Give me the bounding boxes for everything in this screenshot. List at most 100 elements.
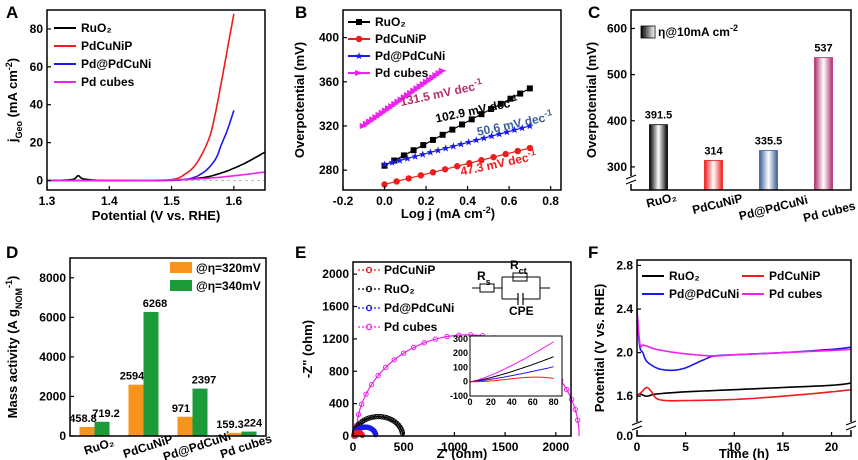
panel-d-ytick-label: 2000 bbox=[39, 389, 66, 403]
panel-b-point bbox=[405, 175, 412, 182]
panel-b-ytick-label: 360 bbox=[319, 75, 339, 89]
panel-a-legend-1-label: PdCuNiP bbox=[81, 39, 132, 53]
panel-e-arc-0 bbox=[355, 334, 580, 437]
panel-e-inset-ytick: 0 bbox=[463, 377, 468, 387]
panel-b-slope-label: 47.3 mV dec-1 bbox=[459, 147, 538, 179]
panel-b-point bbox=[410, 147, 417, 154]
panel-a-ytick-label: 40 bbox=[30, 98, 44, 112]
panel-c-category: Pd cubes bbox=[802, 198, 857, 225]
panel-b-ytick-label: 320 bbox=[319, 119, 339, 133]
panel-b-xtick-label: 0.2 bbox=[418, 194, 435, 208]
panel-e-legend-marker-2 bbox=[365, 304, 373, 312]
panel-f-axis-break-right-slash bbox=[845, 425, 857, 431]
panel-b-point bbox=[480, 134, 488, 142]
panel-b-point bbox=[449, 142, 458, 150]
panel-b-point bbox=[526, 122, 534, 130]
panel-b-point bbox=[503, 128, 511, 136]
panel-b-point bbox=[417, 172, 425, 179]
panel-a-series-3 bbox=[47, 171, 266, 182]
panel-f-axis-break-left-slash bbox=[631, 420, 643, 426]
panel-a-xlabel: Potential (V vs. RHE) bbox=[92, 208, 221, 223]
panel-e-circuit-rct bbox=[512, 272, 528, 282]
panel-e-point bbox=[575, 417, 581, 423]
panel-c-category: RuO₂ bbox=[645, 190, 678, 211]
panel-d-ytick-label: 4000 bbox=[39, 350, 66, 364]
panel-b-xlabel: Log j (mA cm-2) bbox=[401, 205, 495, 221]
panel-f-legend-3-label: Pd cubes bbox=[769, 287, 823, 301]
panel-b-frame bbox=[342, 9, 562, 191]
panel-f-legend-1-label: PdCuNiP bbox=[769, 269, 820, 283]
panel-b-point bbox=[478, 111, 485, 118]
panel-f-ytick-label: 1.6 bbox=[616, 389, 633, 403]
panel-b-point bbox=[380, 160, 389, 168]
panel-d-legend-label-1: @η=340mV bbox=[196, 279, 261, 293]
panel-f-ytick-label: 2.0 bbox=[616, 346, 633, 360]
panel-c-frame bbox=[630, 9, 852, 191]
panel-b-xtick-label: 0.4 bbox=[459, 194, 476, 208]
panel-d-ytick-label: 6000 bbox=[39, 310, 66, 324]
panel-e-inset-ytick: -100 bbox=[450, 391, 468, 401]
panel-b-point bbox=[449, 126, 456, 133]
panel-e-point bbox=[421, 340, 428, 346]
panel-e-label: E bbox=[295, 243, 306, 262]
panel-b-point bbox=[426, 148, 435, 156]
panel-c-ytick-label: 600 bbox=[607, 21, 627, 35]
panel-b-point bbox=[388, 158, 396, 166]
panel-e-legend-marker-1 bbox=[365, 285, 373, 293]
panel-b-point bbox=[510, 126, 519, 134]
panel-b-point bbox=[495, 130, 504, 138]
panel-f-label: F bbox=[588, 243, 598, 262]
panel-a-ytick-label: 60 bbox=[30, 60, 44, 74]
panel-b-xtick-label: 0.6 bbox=[501, 194, 518, 208]
panel-d-bar bbox=[177, 416, 193, 436]
panel-a-legend-3-label: Pd cubes bbox=[81, 75, 135, 89]
panel-b-point bbox=[400, 152, 407, 159]
panel-f-axis-break-left-slash bbox=[631, 425, 643, 431]
panel-b-point bbox=[526, 85, 533, 92]
panel-b-point bbox=[393, 178, 400, 185]
panel-b-legend-0-label: RuO₂ bbox=[375, 15, 406, 29]
panel-b-point bbox=[381, 181, 388, 188]
panel-b-point bbox=[518, 124, 526, 132]
panel-b-ytick-label: 400 bbox=[319, 31, 339, 45]
panel-e-point bbox=[432, 336, 439, 342]
panel-b-point bbox=[497, 100, 504, 107]
panel-e-ytick-label: 1600 bbox=[322, 300, 349, 314]
panel-c-axis-break-gap bbox=[626, 176, 636, 184]
panel-d-legend-swatch-0 bbox=[170, 262, 192, 273]
panel-e-ylabel: -Z" (ohm) bbox=[300, 320, 315, 378]
panel-f-ytick-label: 2.4 bbox=[616, 302, 633, 316]
panel-b-point bbox=[457, 140, 465, 148]
panel-b-point bbox=[391, 157, 398, 164]
panel-c-value-label: 537 bbox=[814, 43, 832, 55]
panel-c-legend-swatch bbox=[640, 25, 656, 39]
panel-f-ytick-label: 0.0 bbox=[616, 429, 633, 443]
panel-e-point bbox=[375, 372, 381, 379]
panel-b-point bbox=[429, 169, 437, 176]
panel-f-xtick-label: 10 bbox=[728, 440, 742, 454]
panel-e-inset-xtick: 20 bbox=[486, 397, 496, 407]
panel-c-value-label: 335.5 bbox=[755, 136, 783, 148]
panel-d-label: D bbox=[6, 243, 18, 262]
panel-c-bar-3 bbox=[814, 57, 833, 191]
panel-b-point bbox=[419, 150, 427, 158]
panel-e-point bbox=[444, 333, 450, 340]
panel-b-point bbox=[429, 136, 436, 143]
panel-b-xtick-label: 0.0 bbox=[376, 194, 393, 208]
panel-e-inset-series-2 bbox=[469, 366, 554, 383]
panel-e-xtick-label: 1000 bbox=[441, 440, 468, 454]
panel-c-category: Pd@PdCuNi bbox=[738, 193, 810, 224]
panel-e-inset-ytick: 200 bbox=[453, 348, 468, 358]
panel-b-legend-3-marker bbox=[355, 70, 363, 76]
panel-d-bar bbox=[128, 384, 144, 436]
panel-d-value-label: 224 bbox=[244, 418, 263, 430]
panel-d-bar bbox=[94, 421, 110, 436]
panel-d-bar bbox=[143, 312, 159, 436]
panel-e-inset-xtick: 40 bbox=[507, 397, 517, 407]
panel-b-point bbox=[488, 106, 495, 113]
panel-e-inset-ytick: 300 bbox=[453, 334, 468, 344]
panel-f-legend-2-label: Pd@PdCuNi bbox=[669, 287, 739, 301]
panel-b-legend-1-marker bbox=[355, 35, 363, 43]
panel-c-value-label: 391.5 bbox=[645, 110, 673, 122]
